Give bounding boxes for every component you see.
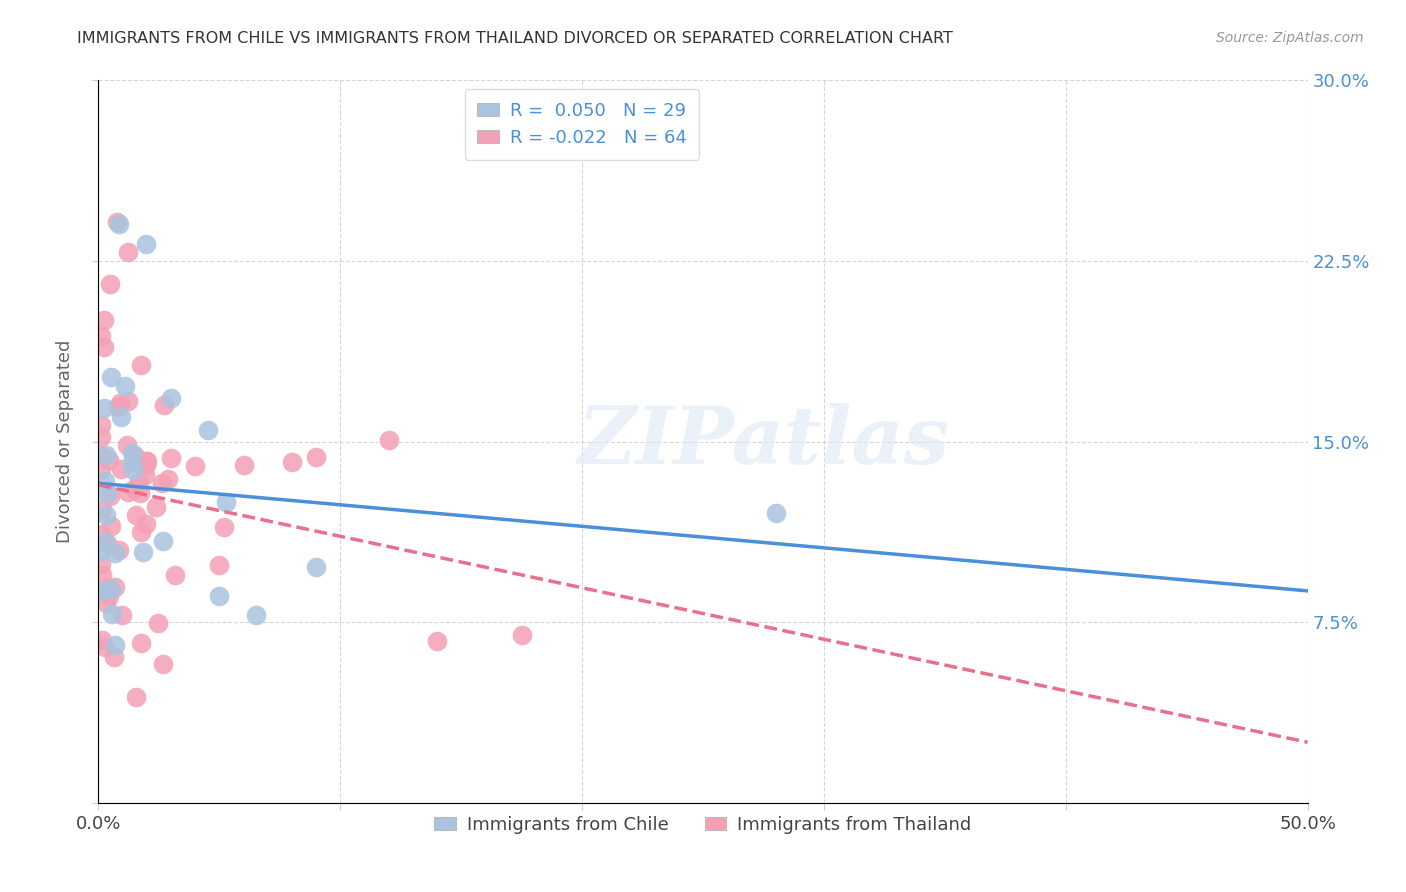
Text: IMMIGRANTS FROM CHILE VS IMMIGRANTS FROM THAILAND DIVORCED OR SEPARATED CORRELAT: IMMIGRANTS FROM CHILE VS IMMIGRANTS FROM… bbox=[77, 31, 953, 46]
Point bbox=[91, 502, 114, 516]
Text: Source: ZipAtlas.com: Source: ZipAtlas.com bbox=[1216, 31, 1364, 45]
Point bbox=[114, 379, 136, 393]
Point bbox=[111, 608, 134, 623]
Point bbox=[98, 490, 121, 504]
Point bbox=[115, 438, 138, 452]
Point bbox=[98, 589, 121, 603]
Point bbox=[104, 546, 127, 560]
Point bbox=[124, 450, 146, 464]
Point bbox=[91, 568, 114, 582]
Point bbox=[152, 534, 174, 549]
Point bbox=[305, 560, 328, 574]
Point bbox=[93, 474, 115, 488]
Point bbox=[100, 582, 122, 597]
Point bbox=[131, 524, 153, 539]
Point bbox=[105, 214, 128, 228]
Point bbox=[90, 584, 112, 599]
Point bbox=[98, 453, 121, 467]
Point bbox=[208, 589, 231, 603]
Point bbox=[110, 410, 132, 425]
Point bbox=[90, 430, 112, 444]
Point bbox=[103, 649, 125, 664]
Point bbox=[117, 244, 139, 259]
Point bbox=[232, 458, 254, 473]
Point bbox=[129, 359, 152, 373]
Point bbox=[90, 417, 112, 432]
Point bbox=[121, 446, 143, 460]
Point bbox=[129, 486, 152, 500]
Point bbox=[135, 454, 157, 468]
Point bbox=[212, 520, 235, 534]
Point bbox=[117, 393, 139, 408]
Point bbox=[90, 329, 112, 343]
Point bbox=[146, 616, 169, 631]
Point bbox=[90, 558, 112, 572]
Point bbox=[150, 476, 173, 491]
Point bbox=[108, 396, 131, 410]
Point bbox=[96, 536, 118, 550]
Point bbox=[104, 580, 127, 594]
Point bbox=[132, 545, 155, 559]
Point bbox=[90, 526, 112, 541]
Point bbox=[184, 458, 207, 473]
Point bbox=[121, 463, 143, 477]
Point bbox=[93, 535, 115, 549]
Point bbox=[129, 636, 152, 650]
Point bbox=[214, 495, 236, 509]
Point bbox=[100, 370, 122, 384]
Point bbox=[94, 640, 117, 654]
Point bbox=[122, 482, 145, 496]
Point bbox=[281, 455, 304, 469]
Point bbox=[94, 508, 117, 522]
Point bbox=[110, 461, 132, 475]
Point bbox=[765, 506, 787, 520]
Point bbox=[426, 634, 449, 648]
Point bbox=[136, 454, 159, 468]
Point bbox=[98, 277, 121, 291]
Point bbox=[134, 467, 156, 482]
Point bbox=[90, 449, 112, 463]
Point bbox=[104, 638, 127, 652]
Point bbox=[153, 398, 176, 412]
Point bbox=[160, 451, 183, 466]
Point bbox=[135, 237, 157, 252]
Point bbox=[107, 400, 129, 414]
Point bbox=[128, 475, 150, 489]
Point bbox=[93, 340, 115, 354]
Point bbox=[160, 391, 183, 405]
Point bbox=[145, 500, 167, 515]
Point bbox=[94, 448, 117, 462]
Point bbox=[93, 313, 115, 327]
Point bbox=[377, 434, 399, 448]
Point bbox=[152, 657, 174, 672]
Point bbox=[197, 423, 219, 437]
Point bbox=[510, 628, 533, 642]
Point bbox=[117, 484, 139, 499]
Point bbox=[125, 508, 148, 522]
Point bbox=[100, 518, 122, 533]
Point bbox=[108, 217, 131, 231]
Point bbox=[96, 486, 118, 500]
Point bbox=[245, 608, 267, 623]
Point bbox=[121, 456, 143, 470]
Point bbox=[305, 450, 328, 464]
Point bbox=[135, 517, 157, 532]
Point bbox=[90, 633, 112, 648]
Point bbox=[108, 543, 131, 558]
Point bbox=[100, 607, 122, 621]
Y-axis label: Divorced or Separated: Divorced or Separated bbox=[56, 340, 75, 543]
Point bbox=[93, 401, 115, 415]
Legend: Immigrants from Chile, Immigrants from Thailand: Immigrants from Chile, Immigrants from T… bbox=[427, 808, 979, 841]
Point bbox=[135, 458, 157, 472]
Point bbox=[208, 558, 231, 573]
Point bbox=[156, 472, 179, 486]
Point bbox=[97, 581, 120, 595]
Point bbox=[90, 543, 112, 558]
Text: ZIPatlas: ZIPatlas bbox=[578, 403, 949, 480]
Point bbox=[165, 568, 187, 582]
Point bbox=[125, 690, 148, 705]
Point bbox=[90, 462, 112, 476]
Point bbox=[94, 596, 117, 610]
